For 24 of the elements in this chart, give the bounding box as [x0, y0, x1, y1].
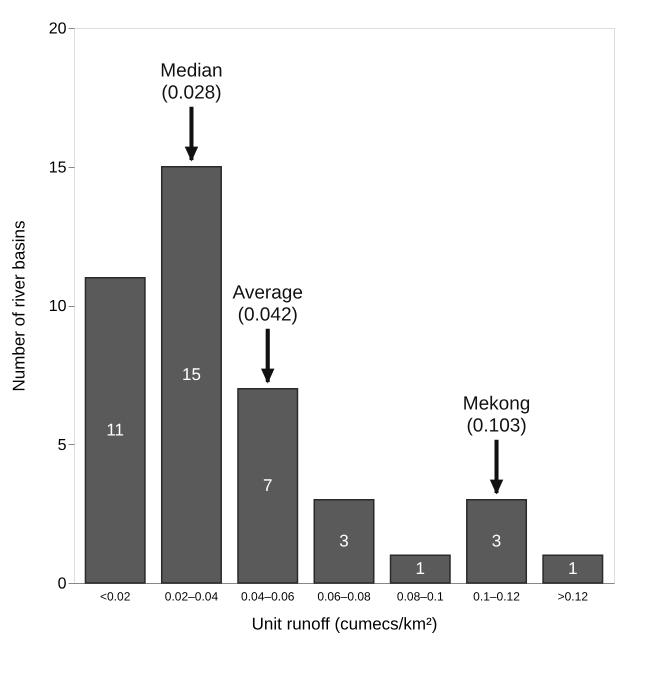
- y-axis-title: Number of river basins: [10, 220, 29, 392]
- data-label: 11: [106, 420, 124, 440]
- data-label: 1: [416, 559, 426, 578]
- x-tick-label: 0.04–0.06: [241, 590, 295, 604]
- y-tick-label: 0: [58, 576, 67, 592]
- x-tick-label: <0.02: [100, 590, 131, 604]
- x-tick-label: 0.02–0.04: [164, 590, 218, 604]
- x-tick-label: 0.06–0.08: [317, 590, 372, 604]
- x-axis-title: Unit runoff (cumecs/km²): [252, 614, 438, 634]
- x-tick-label: >0.12: [558, 590, 588, 604]
- x-tick-label: 0.1–0.12: [473, 590, 520, 604]
- y-tick-label: 15: [48, 159, 67, 176]
- data-label: 7: [262, 476, 272, 495]
- data-label: 15: [182, 364, 201, 384]
- annotation: Average (0.042): [232, 282, 303, 326]
- y-tick-label: 20: [48, 20, 67, 38]
- data-label: 1: [568, 559, 578, 578]
- data-label: 3: [339, 531, 349, 550]
- x-tick-label: 0.08–0.1: [396, 590, 444, 604]
- data-label: 3: [492, 531, 502, 550]
- annotation: Mekong (0.103): [462, 394, 530, 437]
- annotation: Median (0.028): [160, 60, 223, 104]
- y-tick-label: 5: [58, 436, 67, 454]
- y-tick-label: 10: [48, 298, 67, 315]
